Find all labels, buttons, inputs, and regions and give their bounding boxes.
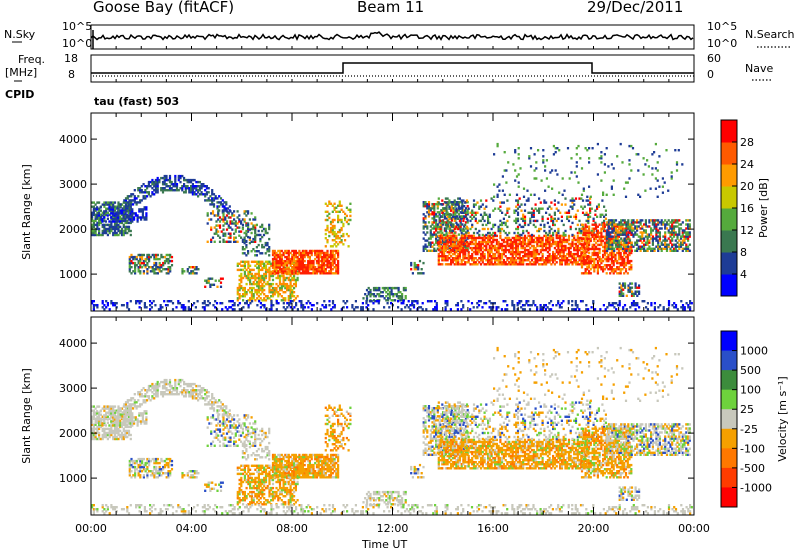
noise-tick-right-low: 10^0 bbox=[707, 37, 738, 50]
power-colorbar-tick-label: 28 bbox=[740, 136, 754, 149]
velocity-colorbar-segment bbox=[721, 467, 737, 488]
x-tick-label: 12:00 bbox=[377, 522, 409, 535]
velocity-colorbar-tick-label: 1000 bbox=[740, 345, 768, 358]
freq-tick-high: 18 bbox=[64, 52, 78, 65]
noise-tick-left-high: 10^5 bbox=[62, 20, 93, 33]
velocity-colorbar-segment bbox=[721, 389, 737, 410]
y-tick-label: 2000 bbox=[59, 223, 87, 236]
velocity-colorbar-tick-label: -1000 bbox=[740, 481, 772, 494]
nsky-label: N.Sky bbox=[4, 28, 36, 41]
velocity-colorbar-tick-label: -500 bbox=[740, 462, 765, 475]
y-axis-label: Slant Range [km] bbox=[20, 164, 33, 260]
power-colorbar-segment bbox=[721, 142, 737, 165]
power-colorbar-segment bbox=[721, 208, 737, 231]
y-tick-label: 1000 bbox=[59, 268, 87, 281]
y-tick-label: 2000 bbox=[59, 427, 87, 440]
velocity-colorbar-segment bbox=[721, 409, 737, 430]
date-title: 29/Dec/2011 bbox=[587, 0, 684, 16]
y-tick-label: 3000 bbox=[59, 178, 87, 191]
velocity-colorbar-label: Velocity [m s⁻¹] bbox=[776, 376, 789, 461]
power-colorbar-segment bbox=[721, 252, 737, 275]
nave-tick-low: 0 bbox=[707, 68, 714, 81]
power-colorbar-segment bbox=[721, 120, 737, 143]
x-tick-label: 00:00 bbox=[678, 522, 710, 535]
power-colorbar-label: Power [dB] bbox=[757, 178, 770, 238]
freq-panel-frame bbox=[90, 54, 695, 83]
y-tick-label: 4000 bbox=[59, 133, 87, 146]
velocity-colorbar-tick-label: 500 bbox=[740, 364, 761, 377]
velocity-colorbar-segment bbox=[721, 428, 737, 449]
y-tick-label: 4000 bbox=[59, 337, 87, 350]
x-tick-label: 16:00 bbox=[477, 522, 509, 535]
power-colorbar-segment bbox=[721, 164, 737, 187]
velocity-colorbar-segment bbox=[721, 448, 737, 469]
velocity-colorbar-segment bbox=[721, 487, 737, 508]
power-colorbar-tick-label: 16 bbox=[740, 202, 754, 215]
power-colorbar-tick-label: 24 bbox=[740, 158, 754, 171]
nave-tick-high: 60 bbox=[707, 52, 721, 65]
x-tick-label: 08:00 bbox=[276, 522, 308, 535]
velocity-colorbar-frame bbox=[720, 330, 738, 508]
velocity-colorbar-segment bbox=[721, 331, 737, 352]
freq-unit: [MHz] bbox=[5, 66, 38, 79]
vel-panel-frame bbox=[90, 316, 695, 516]
velocity-colorbar-tick-label: -100 bbox=[740, 442, 765, 455]
freq-tick-low: 8 bbox=[68, 68, 75, 81]
velocity-colorbar-tick-label: -25 bbox=[740, 423, 758, 436]
x-axis-label: Time UT bbox=[362, 538, 408, 551]
power-colorbar-tick-label: 20 bbox=[740, 180, 754, 193]
y-tick-label: 1000 bbox=[59, 472, 87, 485]
power-colorbar-segment bbox=[721, 230, 737, 253]
cpid-value: tau (fast) 503 bbox=[94, 95, 180, 108]
velocity-colorbar-segment bbox=[721, 370, 737, 391]
power-colorbar-segment bbox=[721, 186, 737, 209]
power-colorbar-segment bbox=[721, 274, 737, 297]
station-title: Goose Bay (fitACF) bbox=[93, 0, 235, 16]
power-colorbar-tick-label: 12 bbox=[740, 224, 754, 237]
velocity-colorbar-tick-label: 100 bbox=[740, 384, 761, 397]
noise-tick-left-low: 10^0 bbox=[62, 37, 93, 50]
y-axis-label: Slant Range [km] bbox=[20, 368, 33, 464]
nsearch-label: N.Search bbox=[745, 28, 795, 41]
velocity-colorbar-tick-label: 25 bbox=[740, 403, 754, 416]
x-tick-label: 04:00 bbox=[176, 522, 208, 535]
power-colorbar-tick-label: 4 bbox=[740, 268, 747, 281]
velocity-heatmap bbox=[91, 346, 693, 515]
cpid-label: CPID bbox=[5, 88, 35, 101]
power-panel-frame bbox=[90, 112, 695, 312]
noise-tick-right-high: 10^5 bbox=[707, 20, 738, 33]
power-heatmap bbox=[91, 142, 693, 311]
nave-label: Nave bbox=[745, 62, 774, 75]
noise-sky-line bbox=[90, 31, 694, 41]
x-tick-label: 00:00 bbox=[75, 522, 107, 535]
freq-label: Freq. bbox=[18, 53, 46, 66]
velocity-colorbar-segment bbox=[721, 350, 737, 371]
x-tick-label: 20:00 bbox=[578, 522, 610, 535]
freq-line bbox=[91, 62, 694, 74]
beam-title: Beam 11 bbox=[357, 0, 425, 16]
power-colorbar-tick-label: 8 bbox=[740, 246, 747, 259]
y-tick-label: 3000 bbox=[59, 382, 87, 395]
